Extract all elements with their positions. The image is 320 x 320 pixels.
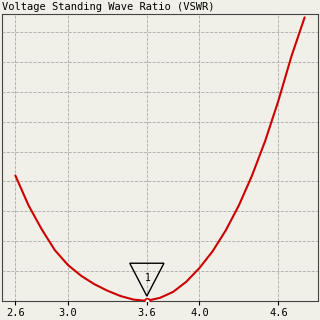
Text: 1: 1 — [145, 273, 151, 283]
Text: Voltage Standing Wave Ratio (VSWR): Voltage Standing Wave Ratio (VSWR) — [2, 2, 215, 12]
